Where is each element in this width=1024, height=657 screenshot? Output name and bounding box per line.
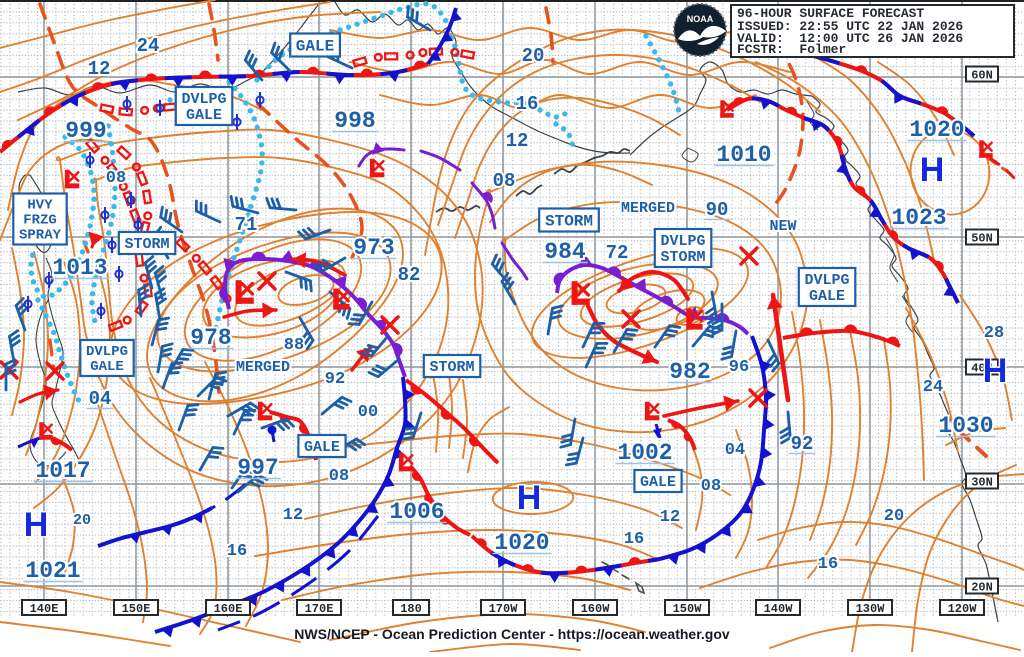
svg-text:FRZG: FRZG: [23, 213, 57, 229]
svg-text:NWS/NCEP - Ocean Prediction Ce: NWS/NCEP - Ocean Prediction Center - htt…: [294, 626, 730, 642]
svg-text:MERGED: MERGED: [621, 200, 675, 217]
svg-text:1021: 1021: [25, 558, 80, 584]
svg-text:DVLPG: DVLPG: [660, 233, 705, 250]
svg-text:120W: 120W: [948, 602, 978, 616]
svg-text:20N: 20N: [971, 581, 993, 595]
svg-text:GALE: GALE: [296, 38, 334, 56]
svg-text:92: 92: [791, 433, 814, 455]
svg-text:71: 71: [235, 214, 258, 236]
svg-text:24: 24: [923, 378, 943, 397]
svg-text:FCSTR: Folmer: FCSTR: Folmer: [737, 42, 846, 57]
svg-text:NOAA: NOAA: [687, 14, 714, 24]
svg-text:GALE: GALE: [640, 474, 676, 491]
svg-text:998: 998: [334, 108, 375, 134]
svg-text:150W: 150W: [673, 602, 703, 616]
svg-text:H: H: [24, 506, 49, 544]
svg-text:24: 24: [137, 35, 160, 57]
svg-text:90: 90: [706, 199, 729, 221]
svg-text:12: 12: [506, 130, 529, 152]
svg-text:STORM: STORM: [124, 236, 169, 253]
svg-text:1030: 1030: [938, 413, 993, 439]
svg-text:ISSUED: 22:55 UTC 22 JAN 2026: ISSUED: 22:55 UTC 22 JAN 2026: [737, 19, 963, 34]
svg-text:92: 92: [325, 370, 345, 389]
svg-text:H: H: [983, 352, 1008, 390]
svg-text:08: 08: [106, 169, 126, 188]
svg-text:GALE: GALE: [186, 107, 222, 124]
svg-text:973: 973: [353, 235, 394, 261]
svg-text:GALE: GALE: [304, 439, 340, 456]
svg-text:82: 82: [398, 264, 421, 286]
svg-text:1017: 1017: [35, 458, 90, 484]
svg-text:997: 997: [237, 455, 278, 481]
svg-text:1010: 1010: [716, 142, 771, 168]
svg-text:978: 978: [190, 325, 231, 351]
svg-text:STORM: STORM: [429, 359, 474, 376]
svg-text:1023: 1023: [891, 205, 946, 231]
svg-text:08: 08: [329, 467, 349, 486]
svg-text:20: 20: [884, 507, 904, 526]
svg-text:GALE: GALE: [809, 288, 845, 305]
svg-text:16: 16: [624, 530, 644, 549]
svg-text:170W: 170W: [489, 602, 519, 616]
svg-text:150E: 150E: [122, 602, 151, 616]
svg-text:1013: 1013: [52, 255, 107, 281]
svg-text:DVLPG: DVLPG: [804, 272, 849, 289]
svg-text:160W: 160W: [581, 602, 611, 616]
svg-text:16: 16: [227, 542, 247, 561]
svg-text:20: 20: [522, 45, 545, 67]
svg-text:12: 12: [283, 506, 303, 525]
svg-text:SPRAY: SPRAY: [19, 228, 62, 244]
svg-text:140E: 140E: [30, 602, 59, 616]
svg-text:30N: 30N: [971, 476, 993, 490]
svg-text:00: 00: [358, 403, 378, 422]
svg-text:NEW: NEW: [769, 218, 796, 235]
svg-text:04: 04: [89, 388, 112, 410]
svg-text:12: 12: [660, 508, 680, 527]
svg-text:160E: 160E: [214, 602, 243, 616]
svg-text:170E: 170E: [305, 602, 334, 616]
svg-text:DVLPG: DVLPG: [181, 91, 226, 108]
svg-text:1020: 1020: [909, 117, 964, 143]
svg-text:1020: 1020: [494, 530, 549, 556]
svg-text:04: 04: [725, 441, 745, 460]
svg-text:GALE: GALE: [90, 359, 124, 375]
svg-text:20: 20: [73, 512, 91, 529]
svg-text:STORM: STORM: [660, 249, 705, 266]
svg-text:08: 08: [701, 477, 721, 496]
svg-text:08: 08: [493, 170, 516, 192]
svg-text:16: 16: [818, 555, 838, 574]
svg-text:1006: 1006: [389, 499, 444, 525]
svg-text:VALID: 12:00 UTC 26 JAN 2026: VALID: 12:00 UTC 26 JAN 2026: [737, 31, 963, 46]
svg-text:96-HOUR SURFACE FORECAST: 96-HOUR SURFACE FORECAST: [737, 6, 924, 21]
svg-text:12: 12: [88, 58, 111, 80]
svg-text:72: 72: [606, 242, 629, 264]
svg-text:140W: 140W: [764, 602, 794, 616]
svg-text:982: 982: [669, 359, 710, 385]
svg-text:180: 180: [400, 602, 422, 616]
svg-text:130W: 130W: [856, 602, 886, 616]
svg-text:88: 88: [284, 336, 304, 355]
svg-text:60N: 60N: [971, 69, 993, 83]
svg-text:50N: 50N: [971, 232, 993, 246]
svg-text:1002: 1002: [617, 440, 672, 466]
svg-text:HVY: HVY: [27, 198, 53, 214]
svg-text:H: H: [920, 151, 945, 189]
svg-text:16: 16: [516, 93, 539, 115]
svg-text:DVLPG: DVLPG: [86, 344, 128, 360]
svg-text:STORM: STORM: [545, 213, 593, 231]
svg-text:MERGED: MERGED: [236, 359, 290, 376]
svg-text:984: 984: [544, 239, 586, 265]
svg-text:999: 999: [65, 118, 106, 144]
svg-text:96: 96: [729, 358, 749, 377]
svg-text:28: 28: [984, 324, 1004, 343]
svg-text:H: H: [517, 479, 542, 517]
svg-text:40N: 40N: [971, 362, 993, 376]
